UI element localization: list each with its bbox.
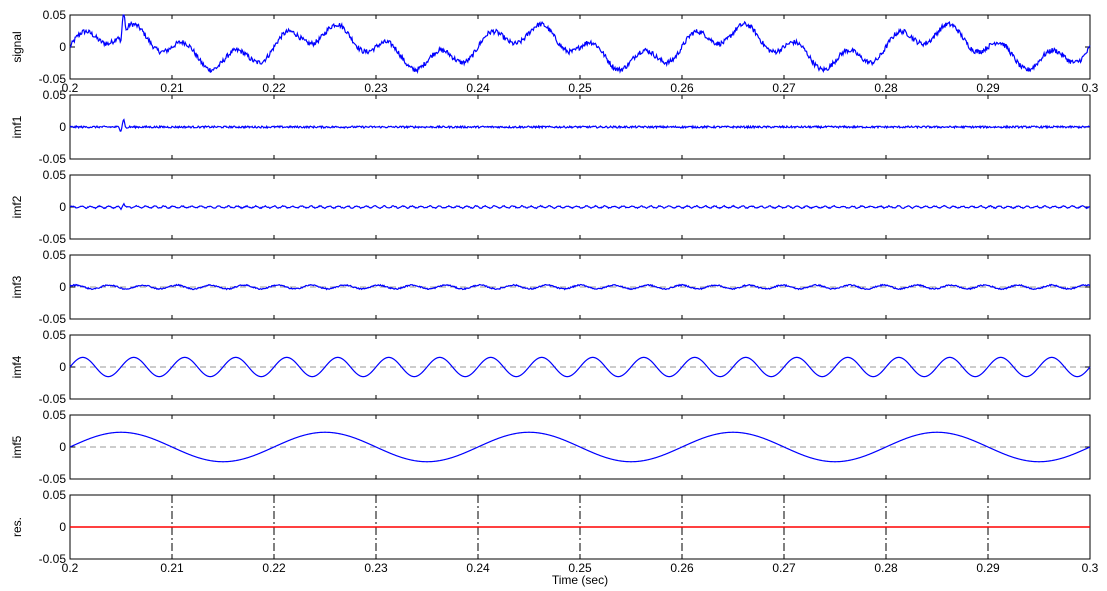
y-tick-label: 0 bbox=[59, 40, 66, 54]
series-line-imf4 bbox=[69, 356, 1091, 378]
y-tick-label: 0 bbox=[59, 520, 66, 534]
y-axis-label: signal bbox=[10, 31, 24, 62]
subplot-imf2: 0.05 0 -0.05 imf2 bbox=[10, 168, 1091, 246]
y-axis-label: res. bbox=[10, 517, 24, 537]
x-tick-label: 0.28 bbox=[874, 81, 898, 95]
x-tick-label: 0.28 bbox=[874, 561, 898, 575]
y-axis-label: imf4 bbox=[10, 355, 24, 378]
x-tick-label: 0.26 bbox=[670, 561, 694, 575]
y-tick-label: 0.05 bbox=[43, 248, 67, 262]
y-tick-label: -0.05 bbox=[39, 392, 67, 406]
y-axis-label: imf2 bbox=[10, 195, 24, 218]
x-tick-label: 0.21 bbox=[160, 81, 184, 95]
y-axis-label: imf5 bbox=[10, 435, 24, 458]
x-tick-label: 0.22 bbox=[262, 81, 286, 95]
subplot-imf5: 0.05 0 -0.05 imf5 bbox=[10, 408, 1091, 486]
x-tick-label: 0.27 bbox=[772, 561, 796, 575]
series-line-signal bbox=[69, 14, 1091, 75]
series-line-imf3 bbox=[69, 283, 1091, 291]
y-tick-label: 0.05 bbox=[43, 168, 67, 182]
x-tick-label: 0.22 bbox=[262, 561, 286, 575]
y-tick-label: 0 bbox=[59, 120, 66, 134]
y-tick-label: 0.05 bbox=[43, 88, 67, 102]
x-tick-label: 0.25 bbox=[568, 81, 592, 95]
series-line-imf2 bbox=[69, 202, 1091, 211]
y-tick-label: -0.05 bbox=[39, 72, 67, 86]
subplot-imf1: 0.05 0 -0.05 imf1 bbox=[10, 88, 1091, 166]
y-tick-label: 0 bbox=[59, 360, 66, 374]
x-tick-label: 0.29 bbox=[976, 81, 1000, 95]
y-tick-label: 0.05 bbox=[43, 328, 67, 342]
y-tick-label: 0 bbox=[59, 200, 66, 214]
x-tick-label: 0.2 bbox=[62, 561, 79, 575]
y-tick-label: 0.05 bbox=[43, 488, 67, 502]
y-tick-label: 0.05 bbox=[43, 8, 67, 22]
x-tick-label: 0.23 bbox=[364, 81, 388, 95]
subplot-signal: 0.05 0 -0.05 signal 0.2 0.21 0.22 0.23 0.24 0.25 0… bbox=[10, 8, 1099, 95]
y-tick-label: -0.05 bbox=[39, 152, 67, 166]
series-line-imf1 bbox=[69, 118, 1091, 132]
x-tick-label: 0.25 bbox=[568, 561, 592, 575]
y-axis-label: imf3 bbox=[10, 275, 24, 298]
x-tick-label: 0.21 bbox=[160, 561, 184, 575]
y-tick-label: -0.05 bbox=[39, 312, 67, 326]
x-tick-label: 0.24 bbox=[466, 81, 490, 95]
y-axis-label: imf1 bbox=[10, 115, 24, 138]
x-tick-label: 0.29 bbox=[976, 561, 1000, 575]
y-tick-label: 0.05 bbox=[43, 408, 67, 422]
x-tick-label: 0.3 bbox=[1082, 561, 1099, 575]
y-tick-label: -0.05 bbox=[39, 552, 67, 566]
y-tick-label: 0 bbox=[59, 280, 66, 294]
y-tick-label: -0.05 bbox=[39, 472, 67, 486]
x-tick-label: 0.27 bbox=[772, 81, 796, 95]
x-tick-label: 0.23 bbox=[364, 561, 388, 575]
x-axis-label: Time (sec) bbox=[552, 573, 608, 587]
subplot-imf4: 0.05 0 -0.05 imf4 bbox=[10, 328, 1091, 406]
x-tick-label: 0.26 bbox=[670, 81, 694, 95]
x-tick-label: 0.24 bbox=[466, 561, 490, 575]
axes-box bbox=[69, 14, 1091, 80]
x-tick-label: 0.3 bbox=[1082, 81, 1099, 95]
series-line-imf5 bbox=[69, 431, 1091, 463]
y-tick-label: -0.05 bbox=[39, 232, 67, 246]
y-tick-label: 0 bbox=[59, 440, 66, 454]
x-tick-label: 0.2 bbox=[62, 81, 79, 95]
subplot-res: 0.05 0 -0.05 res. 0.2 0.21 0.22 0.23 0.24 0.25 0.2… bbox=[10, 488, 1099, 575]
subplot-imf3: 0.05 0 -0.05 imf3 bbox=[10, 248, 1091, 326]
